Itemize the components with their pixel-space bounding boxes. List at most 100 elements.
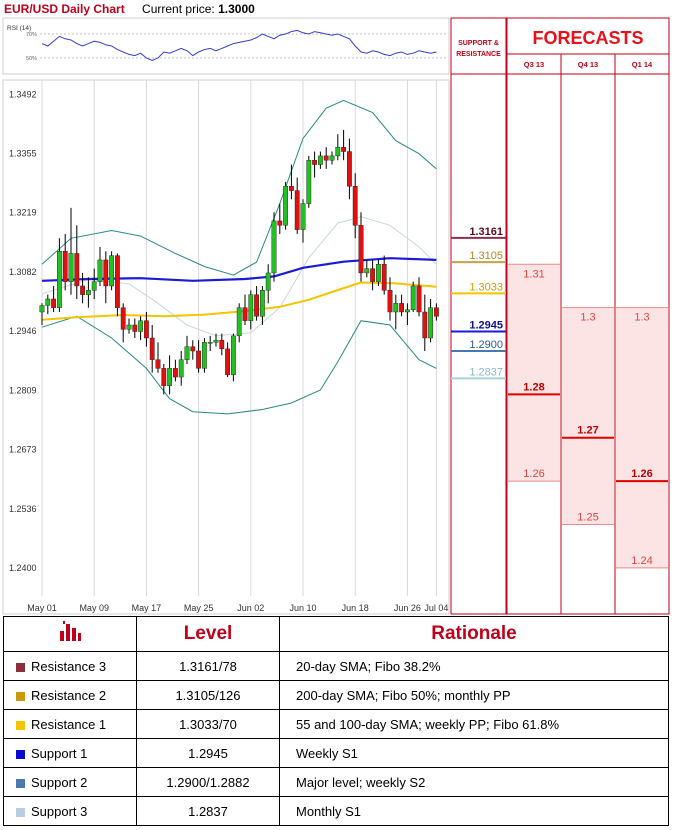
level-name: Resistance 2 <box>31 687 107 703</box>
table-row: Support 3 1.2837 Monthly S1 <box>3 796 669 826</box>
y-tick-label: 1.3492 <box>9 89 37 99</box>
level-name: Support 2 <box>31 774 88 790</box>
candle-body <box>358 225 364 274</box>
candle-body <box>393 303 399 313</box>
candle-body <box>80 285 86 295</box>
x-tick-label: Jun 10 <box>289 603 316 613</box>
candle-body <box>178 359 184 378</box>
y-tick-label: 1.3355 <box>9 149 37 159</box>
sr-column <box>450 17 507 615</box>
candle-body <box>184 346 190 360</box>
level-name: Resistance 1 <box>31 716 107 732</box>
table-header-row: Level Rationale <box>3 616 669 652</box>
candle-body <box>265 272 271 291</box>
level-color-swatch <box>16 807 25 817</box>
candle-body <box>318 155 323 165</box>
candle-body <box>172 368 178 378</box>
candle-body <box>410 285 416 311</box>
candle-body <box>312 160 317 165</box>
table-row: Support 1 1.2945 Weekly S1 <box>3 738 669 768</box>
sr-header-line1: SUPPORT & <box>458 40 499 47</box>
sr-header-line2: RESISTANCE <box>456 51 501 58</box>
sr-level-label: 1.2900 <box>469 339 503 351</box>
x-tick-label: Jun 18 <box>342 603 369 613</box>
bollinger-lower-line <box>41 315 437 415</box>
candle-body <box>434 307 439 317</box>
candle-body <box>207 342 213 344</box>
rsi-tick-label: 50% <box>26 56 37 62</box>
candle-body <box>97 259 103 282</box>
candle-body <box>68 253 74 282</box>
candle-body <box>242 307 248 321</box>
candle-body <box>306 160 312 204</box>
forecast-low-label: 1.25 <box>577 511 598 523</box>
y-tick-label: 1.2809 <box>9 385 37 395</box>
level-color-swatch <box>16 720 25 730</box>
level-name-cell: Resistance 1 <box>3 709 137 739</box>
candle-body <box>161 368 167 386</box>
candle-body <box>381 264 387 291</box>
forecast-quarter-label: Q1 14 <box>632 60 653 69</box>
forecast-high-label: 1.3 <box>580 312 595 324</box>
candle-body <box>248 294 254 321</box>
table-row: Resistance 2 1.3105/126 200-day SMA; Fibo … <box>3 680 669 710</box>
candle-body <box>376 264 381 282</box>
level-name-cell: Support 3 <box>3 796 137 826</box>
candle-body <box>91 281 97 291</box>
candle-body <box>405 309 410 313</box>
level-name: Support 1 <box>31 745 88 761</box>
chart-title: EUR/USD Daily Chart <box>4 2 125 16</box>
level-name-cell: Resistance 3 <box>3 651 137 681</box>
chart-title-bar: EUR/USD Daily Chart Current price: 1.300… <box>4 2 255 16</box>
forecasts-header: FORECASTS <box>532 28 643 48</box>
candle-body <box>51 298 57 308</box>
rsi-line <box>41 29 437 61</box>
candle-body <box>364 268 370 274</box>
sr-level-label: 1.3105 <box>469 250 503 262</box>
table-header-level: Level <box>136 616 280 652</box>
candle-body <box>149 337 155 360</box>
sr-level-label: 1.2945 <box>469 319 503 331</box>
candle-body <box>387 290 393 313</box>
x-tick-label: Jun 02 <box>237 603 264 613</box>
candle-body <box>126 324 132 330</box>
level-name-cell: Resistance 2 <box>3 680 137 710</box>
level-rationale: Weekly S1 <box>279 738 669 768</box>
x-tick-label: May 17 <box>132 603 162 613</box>
candle-body <box>45 298 51 306</box>
candle-body <box>294 190 300 230</box>
candle-body <box>416 285 422 313</box>
candle-body <box>196 350 201 369</box>
candle-body <box>120 307 126 330</box>
bollinger-mid-line <box>41 216 437 337</box>
x-tick-label: Jun 26 <box>394 603 421 613</box>
level-color-swatch <box>16 662 25 672</box>
candle-body <box>230 335 236 376</box>
x-tick-label: May 25 <box>184 603 214 613</box>
candle-body <box>260 290 265 317</box>
levels-table-body: Resistance 3 1.3161/78 20-day SMA; Fibo 38… <box>3 651 669 826</box>
level-rationale: 20-day SMA; Fibo 38.2% <box>279 651 669 681</box>
level-name: Support 3 <box>31 803 88 819</box>
forecast-range-band <box>562 307 614 525</box>
candle-body <box>352 186 358 226</box>
table-row: Support 2 1.2900/1.2882 Major level; weekl… <box>3 767 669 797</box>
candle-body <box>85 290 91 295</box>
bar-chart-icon <box>60 621 81 641</box>
candle-body <box>143 320 149 339</box>
y-tick-label: 1.3219 <box>9 208 37 218</box>
candle-body <box>254 294 259 317</box>
forecast-range-band <box>508 264 560 482</box>
y-tick-label: 1.2946 <box>9 326 37 336</box>
candle-body <box>213 339 219 343</box>
current-price-label: Current price: <box>142 2 215 16</box>
level-name-cell: Support 2 <box>3 767 137 797</box>
level-name: Resistance 3 <box>31 658 107 674</box>
candle-body <box>347 151 352 187</box>
level-value: 1.2900/1.2882 <box>136 767 280 797</box>
rsi-tick-label: 70% <box>26 32 37 38</box>
forecast-mid-label: 1.26 <box>631 468 652 480</box>
candle-body <box>62 251 68 282</box>
candle-body <box>329 155 335 161</box>
y-tick-label: 1.2536 <box>9 504 37 514</box>
